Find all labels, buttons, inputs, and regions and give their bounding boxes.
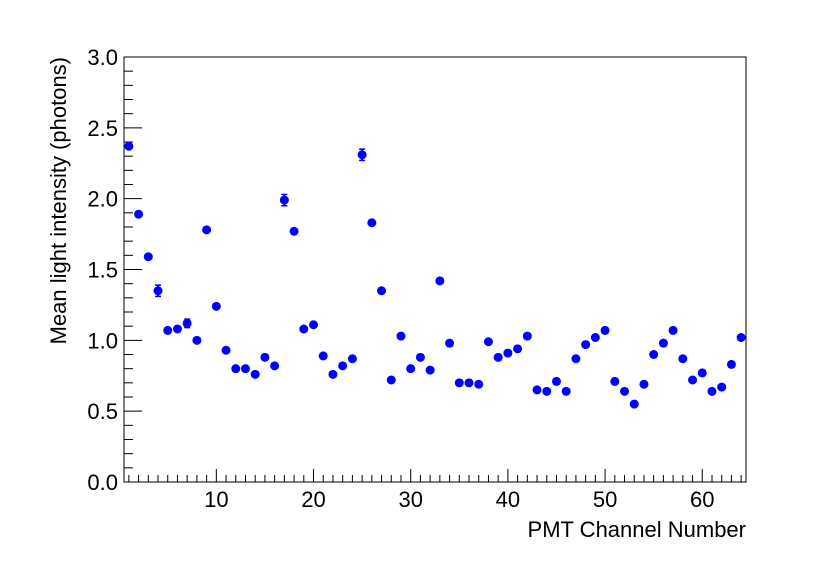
data-point: [542, 386, 552, 396]
data-point: [707, 386, 717, 396]
data-point: [143, 252, 153, 262]
data-point: [309, 320, 319, 330]
y-tick-label: 2.5: [87, 116, 118, 141]
data-point: [357, 150, 367, 160]
data-point: [347, 354, 357, 364]
data-point: [182, 318, 192, 328]
x-tick-label: 30: [398, 487, 422, 512]
data-point: [153, 286, 163, 296]
data-point: [406, 364, 416, 374]
data-point: [668, 325, 678, 335]
data-point: [600, 325, 610, 335]
data-point: [445, 338, 455, 348]
data-point: [260, 352, 270, 362]
data-point: [318, 351, 328, 361]
x-axis-title: PMT Channel Number: [528, 517, 746, 542]
y-axis-ticks: 0.0 0.5 1.0 1.5 2.0 2.5 3.0: [87, 45, 142, 495]
data-point: [270, 361, 280, 371]
data-point: [134, 209, 144, 219]
data-point: [483, 337, 493, 347]
data-point: [386, 375, 396, 385]
data-point: [377, 286, 387, 296]
y-tick-label: 3.0: [87, 45, 118, 70]
data-point: [289, 226, 299, 236]
data-point: [338, 361, 348, 371]
data-point: [629, 399, 639, 409]
data-point: [736, 333, 746, 342]
data-point: [367, 218, 377, 228]
data-point: [279, 195, 289, 205]
data-point: [649, 350, 659, 359]
data-point: [639, 379, 649, 389]
data-point: [571, 354, 581, 364]
data-point: [717, 382, 727, 392]
data-point: [620, 386, 630, 396]
y-tick-label: 1.5: [87, 258, 118, 283]
y-axis-title: Mean light intensity (photons): [46, 57, 71, 344]
data-point: [435, 276, 445, 286]
y-tick-label: 1.0: [87, 328, 118, 353]
data-point: [697, 368, 707, 378]
x-tick-label: 40: [496, 487, 520, 512]
data-points: [124, 141, 746, 409]
data-point: [250, 369, 260, 379]
data-point: [231, 364, 241, 374]
data-point: [688, 375, 698, 385]
data-point: [474, 379, 484, 389]
data-point: [172, 324, 182, 334]
data-point: [658, 338, 668, 348]
plot-frame: [123, 56, 747, 483]
data-point: [425, 365, 435, 375]
data-point: [561, 386, 571, 396]
data-point: [328, 369, 338, 379]
data-point: [163, 325, 173, 335]
x-axis-ticks: 10 20 30 40 50 60: [128, 469, 742, 512]
data-point: [211, 301, 221, 311]
data-point: [454, 378, 464, 388]
x-tick-label: 50: [593, 487, 617, 512]
data-point: [522, 331, 532, 341]
data-point: [590, 333, 600, 342]
data-point: [299, 324, 309, 334]
x-tick-label: 10: [204, 487, 228, 512]
data-point: [124, 141, 134, 151]
data-point: [532, 385, 542, 395]
data-point: [493, 352, 503, 362]
data-point: [503, 348, 513, 358]
data-point: [202, 225, 212, 235]
data-point: [464, 378, 474, 388]
x-tick-label: 60: [690, 487, 714, 512]
data-point: [551, 376, 561, 386]
data-point: [513, 344, 523, 354]
data-point: [726, 359, 736, 369]
x-tick-label: 20: [301, 487, 325, 512]
data-point: [240, 364, 250, 374]
data-point: [678, 354, 688, 364]
y-tick-label: 0.5: [87, 399, 118, 424]
data-point: [610, 376, 620, 386]
y-tick-label: 0.0: [87, 470, 118, 495]
data-point: [221, 345, 231, 355]
data-point: [396, 331, 406, 341]
data-point: [581, 340, 591, 350]
data-point: [192, 335, 202, 345]
data-point: [415, 352, 425, 362]
y-tick-label: 2.0: [87, 187, 118, 212]
